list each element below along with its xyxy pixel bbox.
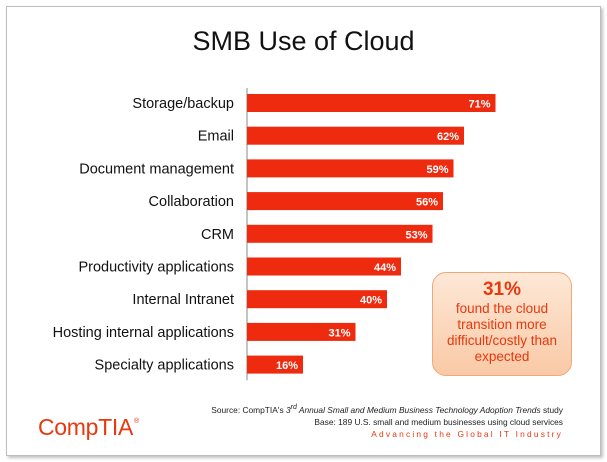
data-label: 71%: [468, 99, 490, 111]
data-label: 53%: [405, 229, 427, 241]
callout-box: 31% found the cloud transition more diff…: [432, 272, 572, 376]
bar: [247, 355, 303, 374]
bar: [247, 290, 387, 309]
callout-text: found the cloud transition more difficul…: [446, 301, 558, 364]
bar: [247, 94, 496, 112]
data-label: 62%: [437, 131, 459, 143]
source-line: Source: CompTIA's 3rd Annual Small and M…: [211, 404, 563, 415]
source-base: Base: 189 U.S. small and medium business…: [314, 416, 563, 427]
data-label: 40%: [360, 295, 382, 307]
data-label: 59%: [426, 164, 448, 176]
bar: [247, 192, 443, 211]
bar: [247, 126, 464, 145]
bar: [247, 224, 433, 243]
data-label: 31%: [328, 327, 350, 339]
category-label: CRM: [201, 227, 234, 243]
data-label: 56%: [416, 197, 438, 209]
category-label: Hosting internal applications: [53, 325, 234, 341]
category-label: Email: [198, 129, 234, 145]
comptia-logo: CompTIA®: [38, 414, 139, 440]
chart-title: SMB Use of Cloud: [192, 26, 415, 56]
category-label: Collaboration: [149, 194, 234, 210]
bar: [247, 257, 401, 276]
category-label: Storage/backup: [132, 96, 234, 112]
data-label: 16%: [276, 360, 298, 372]
category-label: Productivity applications: [78, 260, 234, 276]
tagline: Advancing the Global IT Industry: [371, 428, 563, 439]
callout-value: 31%: [482, 279, 522, 300]
bar: [247, 159, 454, 178]
category-label: Document management: [79, 161, 234, 177]
data-label: 44%: [374, 262, 396, 274]
category-label: Specialty applications: [95, 358, 234, 374]
bar: [247, 322, 356, 341]
source-note: Source: CompTIA's 3rd Annual Small and M…: [211, 402, 563, 440]
category-label: Internal Intranet: [132, 292, 234, 308]
